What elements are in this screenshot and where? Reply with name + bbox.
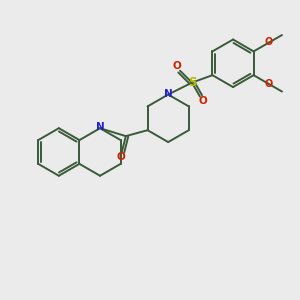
Text: S: S <box>188 76 196 89</box>
Text: O: O <box>116 152 125 162</box>
Text: O: O <box>265 38 273 47</box>
Text: O: O <box>265 79 273 89</box>
Text: O: O <box>199 97 207 106</box>
Text: N: N <box>96 122 104 132</box>
Text: O: O <box>173 61 182 71</box>
Text: N: N <box>164 88 172 98</box>
